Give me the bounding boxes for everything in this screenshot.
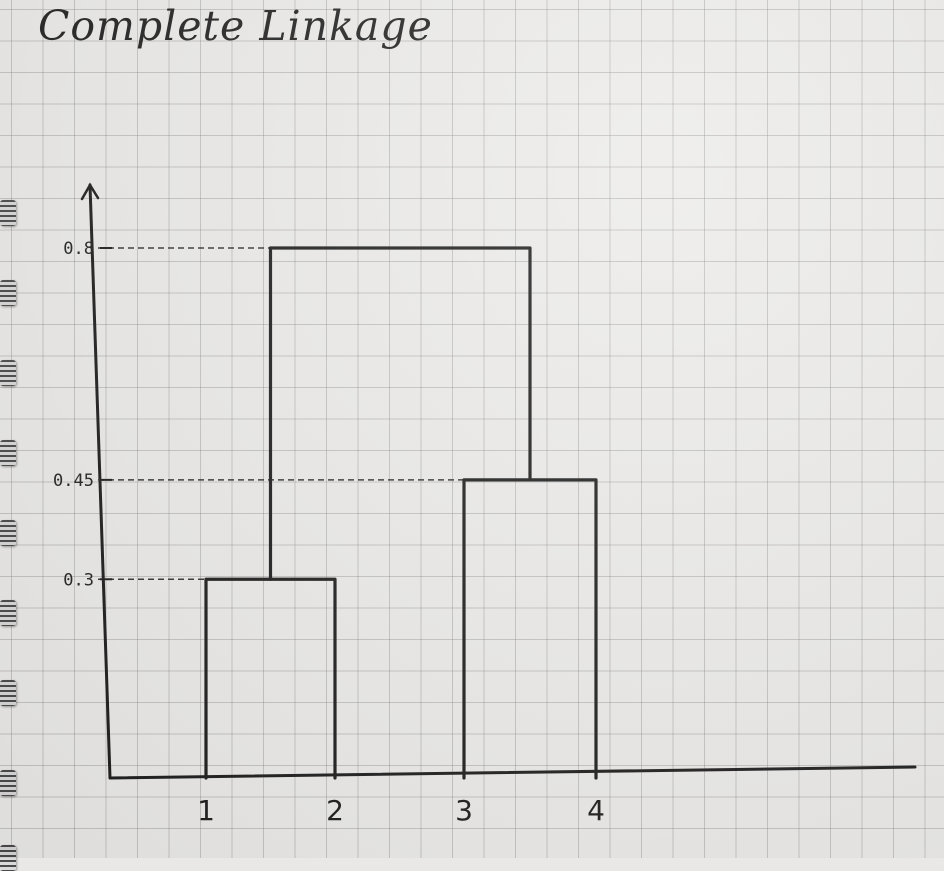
x-axis-line <box>108 765 917 780</box>
y-tick-label-2: 0.45 <box>53 471 94 491</box>
tick-guide-lines <box>98 247 464 581</box>
spiral-ring <box>0 680 16 706</box>
y-axis-line <box>88 183 112 780</box>
merge-link-3 <box>268 246 532 581</box>
axes <box>80 182 917 780</box>
merge-link-2 <box>462 478 598 780</box>
leaf-labels: 1 2 3 4 <box>197 794 605 827</box>
leaf-label-1: 1 <box>197 794 215 827</box>
spiral-ring <box>0 360 16 386</box>
y-tick-label-3: 0.3 <box>63 570 94 590</box>
y-tick-label-1: 0.8 <box>63 239 94 259</box>
y-tick-labels: 0.8 0.45 0.3 <box>53 239 94 590</box>
spiral-ring <box>0 200 16 226</box>
leaf-label-4: 4 <box>587 794 605 827</box>
y-axis-arrowhead <box>80 182 100 201</box>
spiral-ring <box>0 520 16 546</box>
dendrogram-links <box>204 246 598 780</box>
spiral-ring <box>0 440 16 466</box>
leaf-label-2: 2 <box>326 794 344 827</box>
notebook-spiral-binding <box>0 0 22 871</box>
leaf-label-3: 3 <box>455 794 473 827</box>
diagram-title: Complete Linkage <box>38 2 433 50</box>
spiral-ring <box>0 280 16 306</box>
spiral-ring <box>0 600 16 626</box>
merge-link-1 <box>204 577 337 780</box>
spiral-ring <box>0 770 16 796</box>
